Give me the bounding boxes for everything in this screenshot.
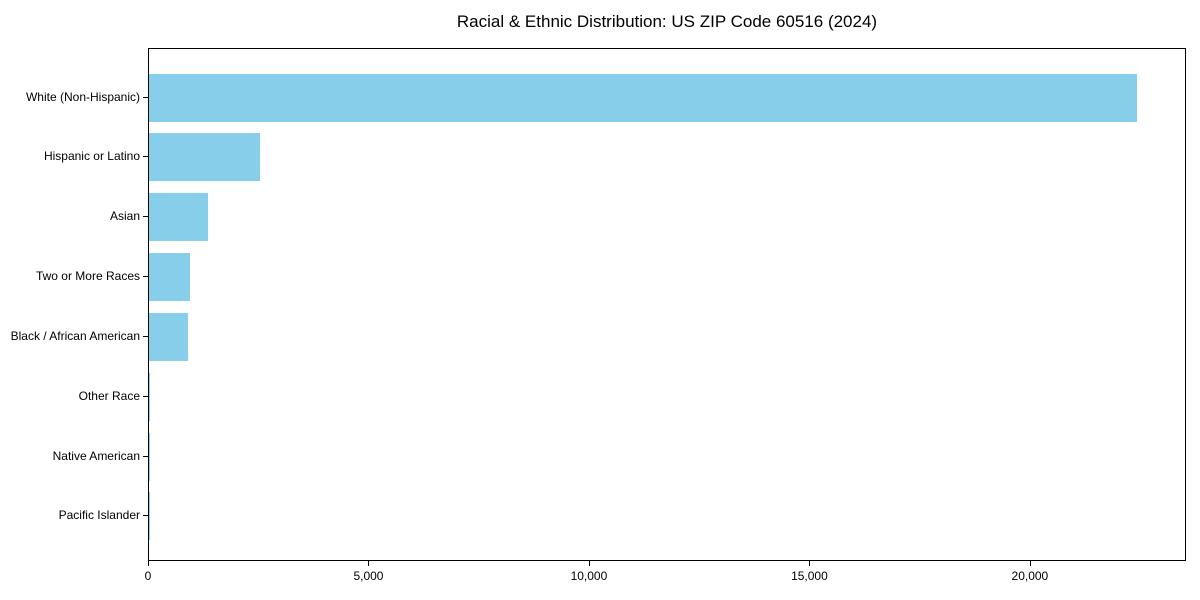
x-tick-label: 5,000 bbox=[353, 569, 384, 583]
bar-asian bbox=[149, 193, 209, 242]
bar-other-race bbox=[149, 372, 151, 421]
y-tick-label: Black / African American bbox=[10, 328, 140, 343]
y-tick-label: Hispanic or Latino bbox=[43, 149, 140, 164]
x-tick-label: 20,000 bbox=[1011, 569, 1049, 583]
chart-title: Racial & Ethnic Distribution: US ZIP Cod… bbox=[456, 12, 878, 31]
y-tick-label: White (Non-Hispanic) bbox=[25, 89, 140, 104]
x-tick-label: 15,000 bbox=[791, 569, 828, 583]
y-tick-label: Other Race bbox=[78, 388, 140, 403]
x-tick-mark bbox=[1029, 561, 1031, 566]
y-tick-label: Asian bbox=[109, 209, 140, 224]
y-tick-mark bbox=[143, 455, 148, 457]
x-tick-mark bbox=[588, 561, 590, 566]
y-tick-mark bbox=[143, 515, 148, 517]
x-tick-mark bbox=[809, 561, 811, 566]
x-tick-label: 10,000 bbox=[570, 569, 608, 583]
y-tick-mark bbox=[143, 276, 148, 278]
y-tick-mark bbox=[143, 395, 148, 397]
y-tick-mark bbox=[143, 216, 148, 218]
x-tick-mark bbox=[368, 561, 370, 566]
y-tick-mark bbox=[143, 96, 148, 98]
y-tick-label: Pacific Islander bbox=[58, 508, 140, 523]
x-tick-label: 0 bbox=[144, 569, 152, 583]
bar-black-african-american bbox=[149, 312, 189, 361]
y-tick-mark bbox=[143, 156, 148, 158]
plot-area bbox=[148, 48, 1186, 561]
y-tick-label: Two or More Races bbox=[35, 269, 140, 284]
y-tick-mark bbox=[143, 335, 148, 337]
bar-two-or-more-races bbox=[149, 253, 191, 302]
bar-hispanic-or-latino bbox=[149, 133, 261, 182]
x-tick-mark bbox=[148, 561, 149, 566]
y-tick-label: Native American bbox=[52, 448, 140, 463]
bar-white-non-hispanic bbox=[149, 73, 1137, 122]
